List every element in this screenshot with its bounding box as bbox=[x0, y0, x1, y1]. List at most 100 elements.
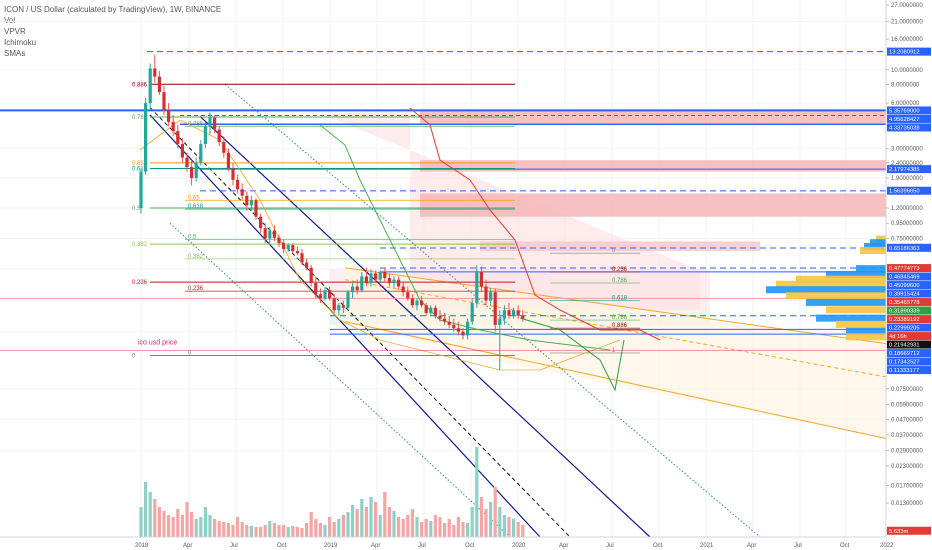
volume-bar bbox=[208, 515, 212, 537]
candle-body bbox=[286, 245, 290, 249]
volume-bar bbox=[438, 517, 442, 537]
price-label-box bbox=[887, 165, 931, 174]
volume-bar bbox=[171, 517, 175, 537]
candle-body bbox=[479, 271, 483, 287]
x-tick-label: 2022 bbox=[880, 543, 894, 549]
candle-body bbox=[489, 292, 493, 301]
candle-body bbox=[360, 276, 364, 291]
price-label-text: 13.2080912 bbox=[889, 50, 920, 56]
price-label-text: 0.18669712 bbox=[889, 351, 920, 357]
blue-channel-bottom bbox=[149, 114, 541, 538]
volume-bar bbox=[190, 512, 194, 537]
volume-bar bbox=[309, 512, 313, 537]
volume-bar bbox=[392, 511, 396, 537]
volume-bar bbox=[401, 519, 405, 537]
candle-body bbox=[295, 251, 299, 254]
y-tick-label: 6.0000000 bbox=[891, 101, 920, 107]
volume-bar bbox=[378, 515, 382, 537]
vpvr-bar bbox=[860, 247, 886, 255]
fib-mid-label: 0 bbox=[188, 350, 192, 356]
price-label-text: 0.11333177 bbox=[889, 368, 919, 374]
volume-bar bbox=[406, 515, 410, 537]
vpvr-bar bbox=[806, 298, 886, 306]
fib-right-label: 0.618 bbox=[612, 296, 628, 302]
volume-bar bbox=[374, 502, 378, 537]
y-tick-label: 27.0000000 bbox=[891, 3, 923, 9]
candle-body bbox=[397, 279, 401, 287]
price-label-text: 4.95628427 bbox=[889, 117, 920, 123]
time-axis-bg bbox=[0, 537, 886, 550]
price-label-box bbox=[887, 526, 931, 535]
volume-bar bbox=[203, 507, 207, 537]
candle-body bbox=[512, 310, 516, 316]
vpvr-bar bbox=[864, 242, 886, 250]
price-label-text: 0.39915424 bbox=[889, 292, 920, 298]
volume-bar bbox=[305, 523, 309, 537]
volume-bar bbox=[286, 527, 290, 537]
volume-bar bbox=[240, 522, 244, 537]
volume-bar bbox=[456, 517, 460, 537]
price-label-box bbox=[887, 47, 931, 56]
candle-body bbox=[364, 276, 368, 283]
y-tick-label: 3.00000000 bbox=[891, 146, 923, 152]
volume-bar bbox=[512, 519, 516, 537]
volume-bar bbox=[254, 527, 258, 537]
y-tick-label: 0.05900000 bbox=[891, 402, 923, 408]
candle-body bbox=[337, 305, 341, 311]
candle-body bbox=[185, 157, 189, 168]
candle-body bbox=[226, 152, 230, 169]
price-label-text: 0.46845469 bbox=[889, 275, 920, 281]
chikou-line bbox=[519, 317, 625, 392]
candle-body bbox=[157, 76, 161, 93]
candle-body bbox=[259, 216, 263, 229]
volume-bar bbox=[507, 517, 511, 537]
price-label-text: 0.35465778 bbox=[889, 300, 920, 306]
volume-bar bbox=[139, 507, 143, 537]
blue-channel-top bbox=[199, 115, 651, 538]
y-tick-label: 8.0000000 bbox=[891, 82, 920, 88]
y-tick-label: 0.02300000 bbox=[891, 464, 923, 470]
orange-channel-top bbox=[344, 267, 887, 345]
candle-body bbox=[167, 109, 171, 122]
volume-bar bbox=[268, 521, 272, 537]
x-tick-label: Apr bbox=[747, 543, 756, 549]
price-label-box bbox=[887, 298, 931, 307]
volume-bar bbox=[479, 497, 483, 537]
volume-bar bbox=[180, 515, 184, 537]
volume-bar bbox=[249, 526, 253, 537]
candle-body bbox=[236, 179, 240, 190]
candle-body bbox=[222, 142, 226, 153]
volume-bar bbox=[236, 517, 240, 537]
volume-bar bbox=[199, 517, 203, 537]
y-tick-label: 0.75000000 bbox=[891, 237, 923, 243]
candle-body bbox=[217, 129, 221, 143]
vpvr-bar bbox=[786, 292, 886, 300]
candle-body bbox=[374, 273, 378, 280]
candle-body bbox=[176, 131, 180, 145]
candle-body bbox=[456, 328, 460, 332]
candle-body bbox=[461, 331, 465, 336]
candle-body bbox=[208, 117, 212, 127]
volume-bar bbox=[493, 487, 497, 537]
ichimoku-span-a bbox=[319, 124, 611, 351]
volume-bar bbox=[194, 519, 198, 537]
candle-body bbox=[406, 292, 410, 299]
volume-bar bbox=[314, 519, 318, 537]
candle-body bbox=[383, 271, 387, 279]
x-tick-label: 2018 bbox=[135, 543, 149, 549]
price-label-box bbox=[887, 243, 931, 252]
resistance-box bbox=[420, 110, 886, 124]
vpvr-bar bbox=[766, 286, 886, 294]
candle-body bbox=[249, 200, 253, 206]
volume-bar bbox=[355, 509, 359, 537]
candle-body bbox=[401, 286, 405, 293]
volume-bar bbox=[360, 499, 364, 537]
x-tick-label: Jul bbox=[794, 543, 802, 549]
volume-bar bbox=[461, 522, 465, 537]
candle-body bbox=[300, 253, 304, 263]
volume-bar bbox=[420, 522, 424, 537]
price-label-box bbox=[887, 186, 931, 195]
volume-bar bbox=[176, 509, 180, 537]
price-label-box bbox=[887, 264, 931, 273]
